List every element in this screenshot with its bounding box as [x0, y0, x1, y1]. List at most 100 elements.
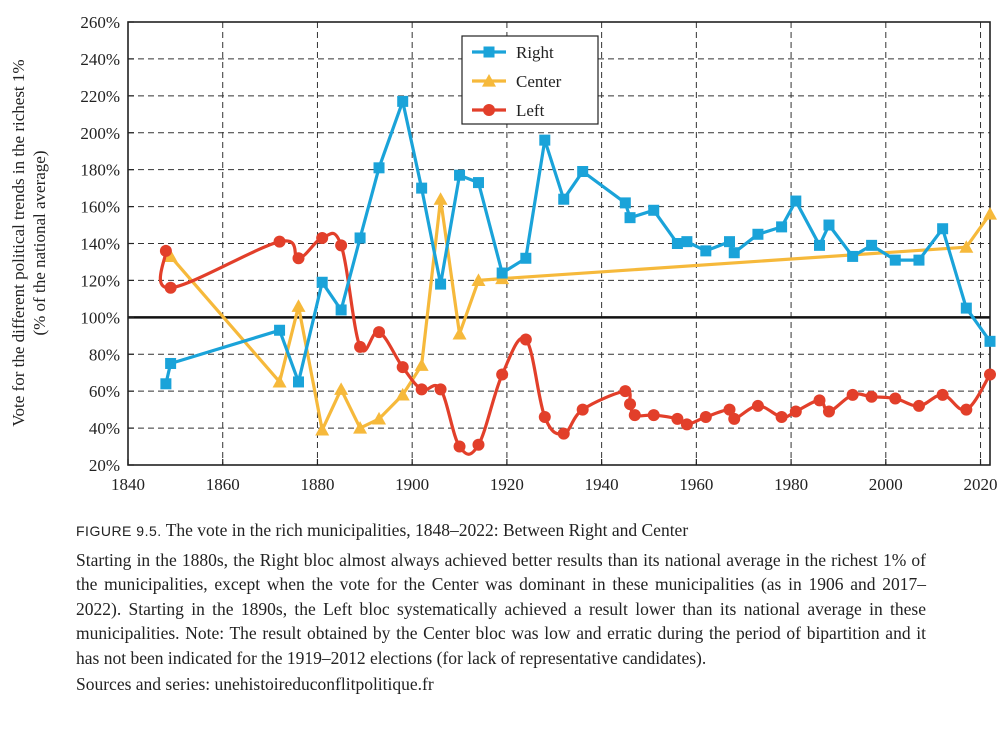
chart: 20% 40% 60% 80% 100% 120% 140% 160% 180% 200% 220%… — [9, 13, 998, 494]
data-point — [889, 254, 901, 266]
data-point — [822, 405, 835, 418]
y-tick-label: 240% — [80, 50, 120, 69]
data-series — [158, 95, 997, 456]
x-tick-label: 1920 — [490, 475, 524, 494]
data-point — [751, 399, 764, 412]
y-tick-label: 100% — [80, 308, 120, 327]
data-point — [274, 324, 286, 336]
x-tick-label: 2000 — [869, 475, 903, 494]
data-point — [619, 385, 632, 398]
data-point — [316, 231, 329, 244]
data-point — [937, 223, 949, 235]
data-point — [724, 236, 736, 248]
data-point — [291, 299, 306, 312]
data-point — [315, 422, 330, 436]
data-point — [354, 340, 367, 353]
caption-body: Starting in the 1880s, the Right bloc al… — [76, 549, 926, 668]
data-point — [984, 335, 996, 347]
data-point — [577, 166, 589, 178]
data-point — [165, 357, 177, 369]
legend-item-right: Right — [472, 43, 554, 62]
data-point — [519, 333, 532, 346]
data-point — [483, 104, 495, 116]
data-point — [728, 247, 740, 259]
data-point — [316, 276, 328, 288]
data-point — [373, 326, 386, 339]
data-point — [619, 197, 631, 209]
data-point — [960, 403, 973, 416]
data-point — [482, 74, 496, 87]
data-point — [752, 228, 764, 240]
data-point — [823, 219, 835, 231]
series-right — [160, 95, 996, 390]
data-point — [647, 409, 660, 422]
data-point — [624, 212, 636, 224]
data-point — [434, 383, 447, 396]
figure-title: The vote in the rich municipalities, 184… — [165, 520, 689, 540]
y-axis-label: Vote for the different political trends … — [9, 59, 28, 426]
data-point — [789, 405, 802, 418]
y-tick-label: 180% — [80, 161, 120, 180]
y-tick-label: 260% — [80, 13, 120, 32]
data-point — [353, 421, 368, 434]
data-point — [496, 267, 508, 279]
x-tick-label: 1880 — [300, 475, 334, 494]
x-tick-label: 1960 — [679, 475, 713, 494]
y-tick-label: 20% — [89, 456, 120, 475]
data-point — [372, 411, 387, 425]
legend-label: Left — [516, 101, 545, 120]
data-point — [680, 418, 693, 431]
data-point — [163, 249, 178, 263]
data-point — [775, 411, 788, 424]
data-point — [472, 438, 485, 451]
data-point — [984, 368, 996, 381]
data-point — [160, 378, 172, 390]
x-tick-label: 1900 — [395, 475, 429, 494]
data-point — [558, 193, 570, 205]
data-point — [723, 403, 736, 416]
legend-label: Right — [516, 43, 554, 62]
data-point — [576, 403, 589, 416]
figure-caption: FIGURE 9.5. The vote in the rich municip… — [76, 518, 926, 697]
data-point — [335, 239, 348, 252]
y-tick-label: 60% — [89, 382, 120, 401]
data-point — [414, 358, 429, 371]
data-point — [813, 394, 826, 407]
data-point — [960, 302, 972, 314]
data-point — [889, 392, 902, 405]
data-point — [483, 46, 495, 58]
data-point — [273, 235, 286, 248]
data-point — [671, 238, 683, 249]
data-point — [292, 252, 305, 265]
x-tick-label: 1840 — [111, 475, 145, 494]
data-point — [293, 376, 305, 388]
legend: Right Center Left — [461, 35, 599, 125]
x-tick-label: 1860 — [206, 475, 240, 494]
y-axis-title: Vote for the different political trends … — [9, 59, 49, 426]
y-tick-label: 220% — [80, 87, 120, 106]
data-point — [776, 221, 788, 233]
x-tick-label: 2020 — [964, 475, 998, 494]
series-left — [158, 231, 996, 456]
data-point — [334, 382, 349, 395]
data-point — [538, 411, 551, 424]
y-tick-label: 120% — [80, 271, 120, 290]
y-tick-label: 80% — [89, 345, 120, 364]
y-tick-label: 140% — [80, 235, 120, 254]
data-point — [452, 326, 467, 340]
data-point — [865, 390, 878, 403]
data-point — [699, 411, 712, 424]
data-point — [472, 177, 484, 189]
data-point — [159, 244, 172, 257]
data-point — [846, 388, 859, 401]
data-point — [454, 169, 466, 181]
data-point — [397, 95, 409, 107]
data-point — [396, 361, 409, 374]
data-point — [416, 182, 428, 194]
data-point — [913, 254, 925, 266]
legend-item-left: Left — [472, 101, 545, 120]
data-point — [936, 388, 949, 401]
data-point — [395, 387, 410, 401]
data-point — [866, 239, 878, 251]
data-point — [164, 281, 177, 294]
